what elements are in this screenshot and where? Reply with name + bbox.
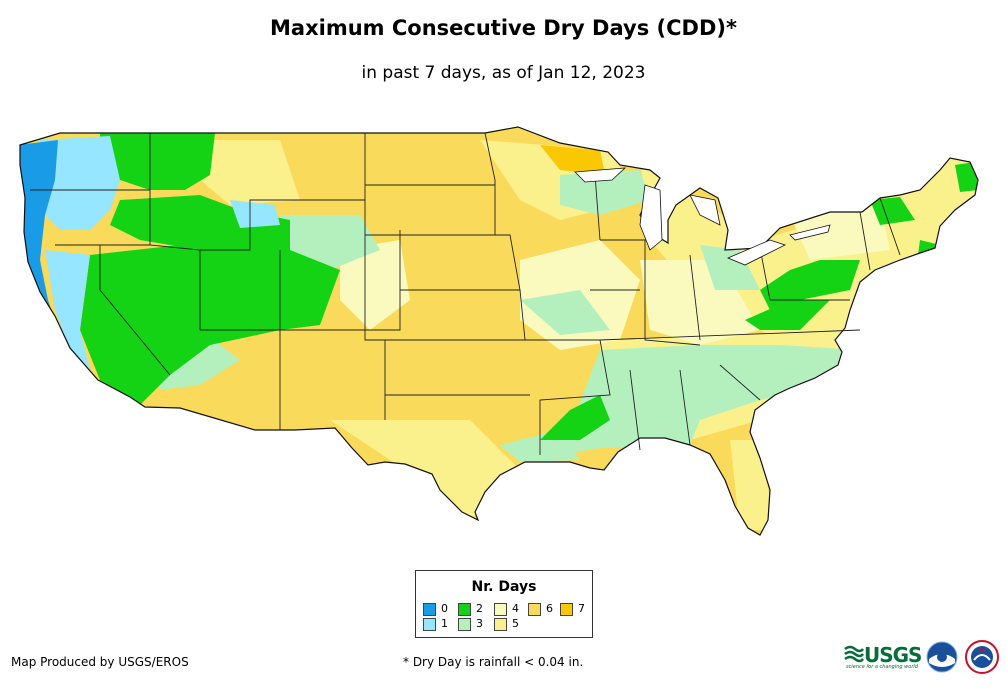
cdd-map bbox=[19, 126, 979, 536]
legend-label-6: 6 bbox=[546, 602, 553, 615]
legend-label-2: 2 bbox=[476, 602, 483, 615]
map-credit: Map Produced by USGS/EROS bbox=[11, 655, 189, 669]
legend-title: Nr. Days bbox=[471, 579, 537, 595]
noaa-logo-icon bbox=[926, 641, 958, 673]
usgs-logo-text: USGS bbox=[864, 643, 922, 667]
usgs-tagline: science for a changing world bbox=[846, 664, 918, 670]
legend-swatch-5 bbox=[494, 618, 507, 631]
legend-swatch-6 bbox=[528, 603, 541, 616]
legend: Nr. Days 0 1 2 3 4 5 6 7 bbox=[415, 570, 593, 638]
legend-swatch-3 bbox=[458, 618, 471, 631]
legend-swatch-7 bbox=[560, 603, 573, 616]
legend-label-7: 7 bbox=[578, 602, 585, 615]
dry-day-footnote: * Dry Day is rainfall < 0.04 in. bbox=[403, 655, 584, 669]
usgs-logo: USGS science for a changing world bbox=[844, 642, 922, 672]
map-title: Maximum Consecutive Dry Days (CDD)* bbox=[270, 16, 737, 40]
legend-label-1: 1 bbox=[441, 617, 448, 630]
legend-label-0: 0 bbox=[441, 602, 448, 615]
legend-swatch-1 bbox=[423, 618, 436, 631]
legend-swatch-0 bbox=[423, 603, 436, 616]
legend-label-4: 4 bbox=[512, 602, 519, 615]
legend-swatch-4 bbox=[494, 603, 507, 616]
map-subtitle: in past 7 days, as of Jan 12, 2023 bbox=[361, 63, 646, 83]
usgs-wave-icon bbox=[844, 645, 864, 663]
legend-label-5: 5 bbox=[512, 617, 519, 630]
legend-label-3: 3 bbox=[476, 617, 483, 630]
legend-swatch-2 bbox=[458, 603, 471, 616]
nws-logo-icon bbox=[965, 640, 999, 674]
